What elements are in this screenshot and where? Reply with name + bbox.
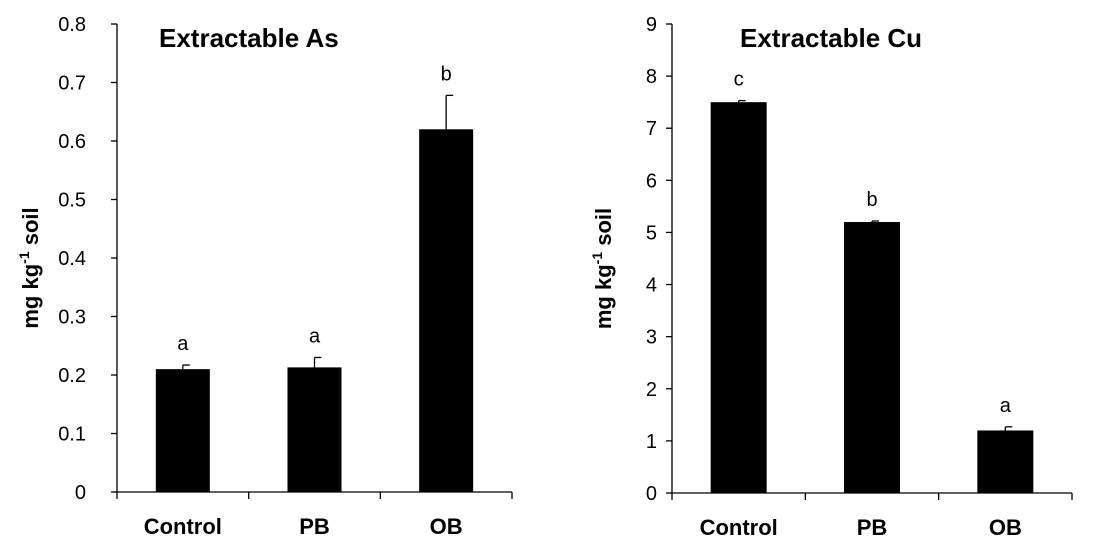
x-category-label: OB xyxy=(430,514,463,539)
y-tick-label: 9 xyxy=(646,14,657,36)
y-axis-label-main: mg kg xyxy=(18,264,43,329)
y-tick-label: 0.2 xyxy=(58,365,86,387)
y-axis-label-sup: -1 xyxy=(589,252,605,265)
y-tick-label: 0.1 xyxy=(58,424,86,446)
y-axis-label-tail: soil xyxy=(18,207,43,251)
chart-title: Extractable Cu xyxy=(740,23,922,53)
y-tick-label: 2 xyxy=(646,379,657,401)
y-tick-label: 0.5 xyxy=(58,190,86,212)
chart-panel-1: 0 0.1 0.2 0.3 0.4 0.5 0.6 0.7 0.8 a Control a PB b OB E… xyxy=(16,14,513,539)
x-category-label: Control xyxy=(144,514,222,539)
bar-control xyxy=(155,369,210,492)
x-category-label: PB xyxy=(299,514,330,539)
y-tick-label: 1 xyxy=(646,431,657,453)
chart-title: Extractable As xyxy=(159,23,339,53)
y-axis-label-sup: -1 xyxy=(16,251,32,264)
y-tick-label: 0.7 xyxy=(58,73,86,95)
significance-letter: a xyxy=(309,325,321,347)
y-tick-label: 0.8 xyxy=(58,14,86,36)
significance-letter: c xyxy=(734,69,744,91)
x-category-label: Control xyxy=(700,515,778,540)
y-axis-label-tail: soil xyxy=(591,208,616,252)
y-tick-label: 0.3 xyxy=(58,307,86,329)
y-tick-label: 0.6 xyxy=(58,131,86,153)
bar-pb xyxy=(287,367,342,492)
bar-ob xyxy=(419,129,474,493)
significance-letter: b xyxy=(441,63,452,85)
bar-ob xyxy=(977,430,1034,493)
y-tick-label: 3 xyxy=(646,327,657,349)
y-tick-label: 8 xyxy=(646,66,657,88)
x-category-label: PB xyxy=(857,515,888,540)
y-tick-label: 4 xyxy=(646,275,657,297)
bar-pb xyxy=(844,222,900,493)
chart-panel-2: 0 1 2 3 4 5 6 7 8 9 c Control b PB a OB Extractable Cu mg… xyxy=(589,14,1073,540)
significance-letter: b xyxy=(866,189,877,211)
y-axis-label-main: mg kg xyxy=(591,264,616,329)
y-tick-label: 6 xyxy=(646,170,657,192)
y-tick-label: 0.4 xyxy=(58,248,86,270)
significance-letter: a xyxy=(1000,395,1012,417)
y-tick-label: 7 xyxy=(646,118,657,140)
y-axis-label: mg kg-1 soil xyxy=(589,208,616,329)
x-category-label: OB xyxy=(989,515,1022,540)
significance-letter: a xyxy=(177,333,189,355)
y-tick-label: 0 xyxy=(646,483,657,505)
y-tick-label: 0 xyxy=(75,482,86,504)
y-axis-label: mg kg-1 soil xyxy=(16,207,43,328)
y-tick-label: 5 xyxy=(646,222,657,244)
bar-control xyxy=(710,102,767,494)
